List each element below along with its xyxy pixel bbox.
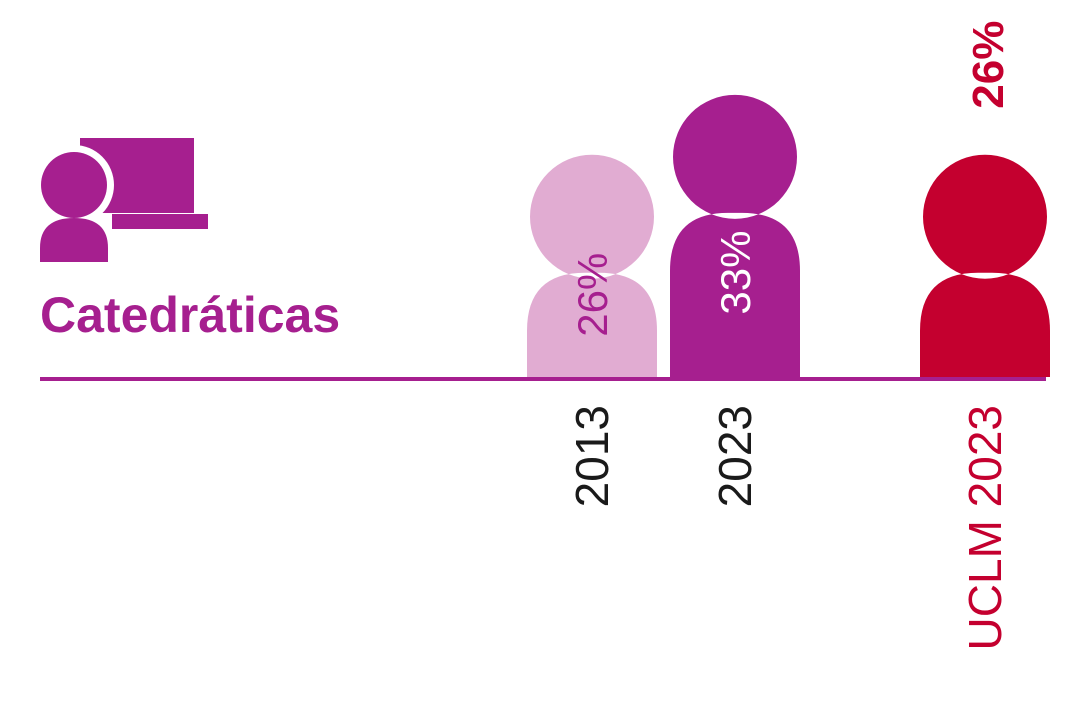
- person-bar: [920, 154, 1050, 377]
- category-label: 2023: [709, 405, 761, 507]
- person-bar: [670, 94, 800, 377]
- value-label: 26%: [569, 253, 616, 337]
- category-label: 2013: [566, 405, 618, 507]
- value-label: 33%: [712, 231, 759, 315]
- chart-title: Catedráticas: [40, 287, 340, 343]
- value-label: 26%: [964, 21, 1013, 109]
- icon: [34, 138, 208, 262]
- category-label: UCLM 2023: [959, 405, 1011, 650]
- person-bar: [527, 154, 657, 377]
